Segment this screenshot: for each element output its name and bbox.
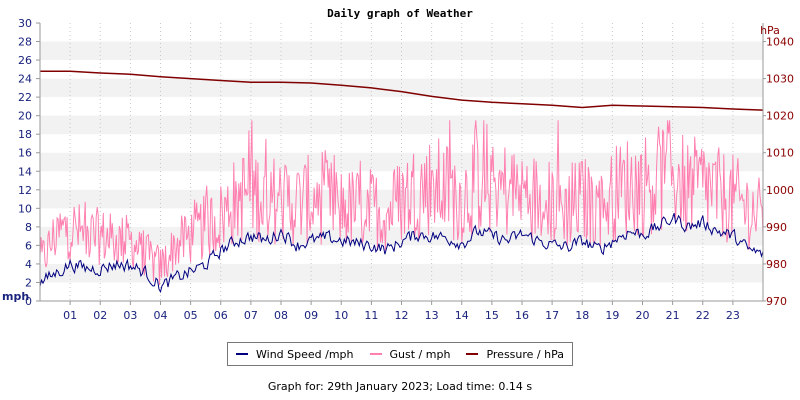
x-tick-label: 16 [515, 309, 529, 322]
x-tick-label: 18 [575, 309, 589, 322]
y-left-tick-label: 0 [25, 295, 32, 308]
legend-swatch-wind [236, 353, 248, 355]
x-tick-label: 15 [485, 309, 499, 322]
legend-swatch-gust [369, 353, 382, 355]
y-right-tick-label: 970 [766, 295, 787, 308]
x-tick-label: 21 [666, 309, 680, 322]
y-left-tick-label: 18 [18, 128, 32, 141]
x-tick-label: 02 [93, 309, 107, 322]
y-left-tick-label: 6 [25, 239, 32, 252]
x-tick-label: 14 [455, 309, 469, 322]
x-tick-label: 10 [334, 309, 348, 322]
legend-item-pressure: Pressure / hPa [466, 348, 564, 361]
x-tick-label: 07 [244, 309, 258, 322]
legend-item-gust: Gust / mph [369, 347, 451, 361]
y-left-tick-label: 16 [18, 147, 32, 160]
y-right-tick-label: 1010 [766, 147, 794, 160]
y-right-tick-label: 1040 [766, 36, 794, 49]
x-tick-label: 04 [154, 309, 168, 322]
footer-text: Graph for: 29th January 2023; Load time:… [267, 380, 533, 393]
x-tick-label: 20 [636, 309, 650, 322]
chart-title: Daily graph of Weather [327, 7, 473, 20]
legend-item-wind: Wind Speed /mph [236, 348, 354, 361]
legend-swatch-pressure [466, 353, 479, 355]
y-right-tick-label: 990 [766, 221, 787, 234]
y-left-tick-label: 12 [18, 184, 32, 197]
axes-layer: 0246810121416182022242628309709809901000… [18, 17, 794, 322]
x-tick-label: 23 [726, 309, 740, 322]
series-line-pressure [40, 70, 764, 111]
legend: Wind Speed /mph Gust / mph Pressure / hP… [227, 342, 573, 366]
x-tick-label: 03 [123, 309, 137, 322]
y-right-tick-label: 1030 [766, 73, 794, 86]
y-right-tick-label: 980 [766, 258, 787, 271]
x-tick-label: 05 [184, 309, 198, 322]
y-left-tick-label: 24 [18, 73, 32, 86]
x-tick-label: 13 [425, 309, 439, 322]
x-tick-label: 11 [364, 309, 378, 322]
y-left-tick-label: 26 [18, 54, 32, 67]
y-left-tick-label: 30 [18, 17, 32, 30]
right-axis-unit: hPa [760, 24, 780, 37]
x-tick-label: 08 [274, 309, 288, 322]
legend-label-pressure: Pressure / hPa [486, 347, 564, 361]
grid-band [40, 115, 763, 135]
legend-label-wind: Wind Speed /mph [256, 347, 354, 361]
y-right-tick-label: 1020 [766, 110, 794, 123]
grid-band [40, 41, 763, 61]
y-left-tick-label: 22 [18, 91, 32, 104]
x-tick-label: 09 [304, 309, 318, 322]
legend-label-gust: Gust / mph [389, 347, 451, 361]
series-layer [39, 70, 764, 294]
y-left-tick-label: 2 [25, 276, 32, 289]
y-left-tick-label: 14 [18, 165, 32, 178]
left-axis-unit: mph [2, 290, 29, 303]
y-left-tick-label: 28 [18, 36, 32, 49]
series-line-wind [39, 212, 764, 294]
x-tick-label: 01 [63, 309, 77, 322]
x-tick-label: 22 [696, 309, 710, 322]
x-tick-label: 17 [545, 309, 559, 322]
y-right-tick-label: 1000 [766, 184, 794, 197]
y-left-tick-label: 20 [18, 110, 32, 123]
y-left-tick-label: 8 [25, 221, 32, 234]
x-tick-label: 06 [214, 309, 228, 322]
x-tick-label: 19 [605, 309, 619, 322]
grid-band [40, 263, 763, 283]
y-left-tick-label: 10 [18, 202, 32, 215]
y-left-tick-label: 4 [25, 258, 32, 271]
x-tick-label: 12 [395, 309, 409, 322]
